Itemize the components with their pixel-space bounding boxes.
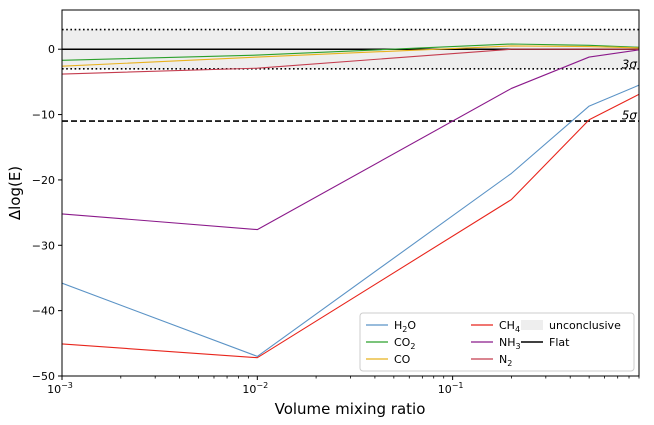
series-line-h2o [62, 84, 639, 357]
x-tick-label: 10−2 [242, 381, 268, 396]
legend: H2O CO2 CO CH4 NH3 N2 unconclusive Flat [359, 312, 635, 372]
series-line-nh3 [62, 49, 639, 231]
series-line-ch4 [62, 93, 639, 359]
x-tick-label: 10−3 [47, 381, 73, 396]
legend-label-n2: N2 [499, 353, 512, 368]
legend-box [359, 312, 635, 372]
y-tick-label: −40 [32, 305, 55, 318]
legend-label-ch4: CH4 [499, 319, 520, 334]
legend-label-h2o: H2O [394, 319, 416, 334]
x-axis-label: Volume mixing ratio [275, 400, 426, 418]
y-tick-label: −10 [32, 109, 55, 122]
y-tick-label: 0 [48, 43, 55, 56]
annotation-5sigma: 5σ [622, 109, 638, 123]
legend-label-co2: CO2 [394, 336, 415, 351]
series-line-co2 [62, 43, 639, 61]
y-tick-label: −30 [32, 239, 55, 252]
series-line-co [62, 45, 639, 67]
legend-label-nh3: NH3 [499, 336, 521, 351]
y-tick-label: −50 [32, 370, 55, 383]
legend-label-flat: Flat [549, 336, 570, 349]
legend-label-unconclusive: unconclusive [549, 319, 621, 332]
y-axis-label: Δlog(E) [6, 166, 24, 220]
series-line-n2 [62, 48, 639, 75]
y-tick-label: −20 [32, 174, 55, 187]
annotation-3sigma: 3σ [622, 57, 638, 71]
legend-label-co: CO [394, 353, 411, 366]
x-tick-label: 10−1 [438, 381, 464, 396]
legend-swatch-unconclusive [521, 320, 543, 330]
